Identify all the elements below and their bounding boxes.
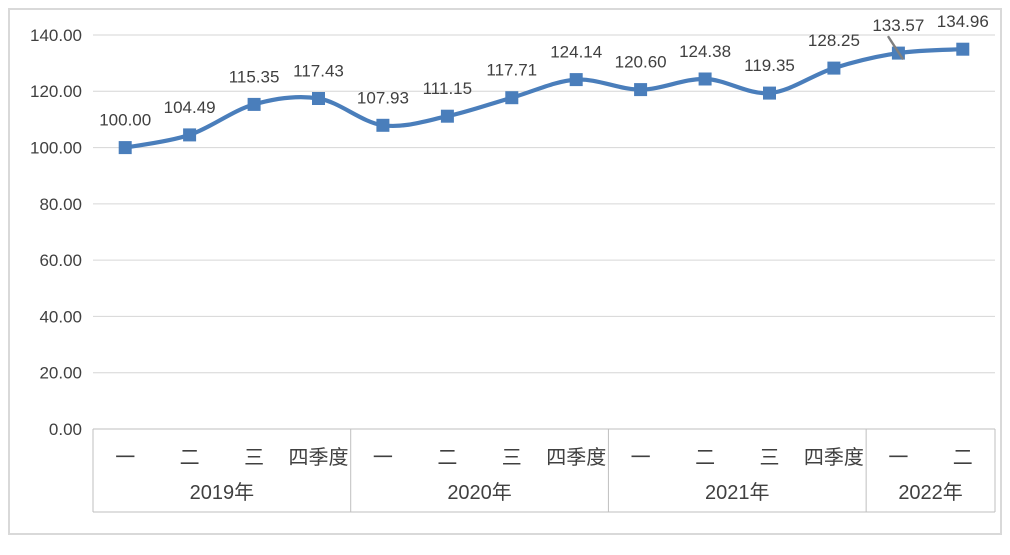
quarter-tick-label: 三 (760, 447, 780, 469)
data-point-label: 119.35 (744, 56, 795, 75)
data-point-marker (440, 109, 454, 123)
data-point-label: 100.00 (99, 111, 151, 130)
data-point-label: 133.57 (872, 16, 924, 35)
y-tick-label: 100.00 (30, 139, 82, 158)
data-point-marker (118, 141, 132, 155)
y-tick-label: 120.00 (30, 82, 82, 101)
y-tick-label: 40.00 (39, 307, 82, 326)
data-point-label: 120.60 (615, 53, 667, 72)
y-tick-label: 60.00 (39, 251, 82, 270)
chart-frame (8, 8, 1002, 535)
quarter-tick-label: 一 (631, 447, 651, 469)
data-point-label: 124.38 (679, 42, 731, 61)
y-tick-label: 80.00 (39, 195, 82, 214)
quarter-tick-label: 一 (115, 447, 135, 469)
data-point-marker (247, 97, 261, 111)
y-tick-label: 20.00 (39, 364, 82, 383)
quarter-tick-label: 四季度 (546, 446, 606, 469)
data-point-marker (505, 91, 519, 105)
year-tick-label: 2022年 (898, 481, 963, 504)
data-point-label: 124.14 (550, 43, 602, 62)
quarter-tick-label: 一 (373, 447, 393, 469)
data-point-marker (698, 72, 712, 86)
quarter-tick-label: 二 (180, 447, 200, 469)
quarter-tick-label: 二 (695, 447, 715, 469)
data-point-label: 128.25 (808, 31, 860, 50)
data-point-marker (376, 118, 390, 132)
quarter-tick-label: 三 (244, 447, 264, 469)
quarter-tick-label: 四季度 (804, 446, 864, 469)
quarter-tick-label: 二 (953, 447, 973, 469)
quarter-tick-label: 三 (502, 447, 522, 469)
quarter-tick-label: 二 (437, 447, 457, 469)
mouse-cursor (887, 35, 904, 60)
data-point-label: 117.43 (293, 62, 344, 81)
year-tick-label: 2019年 (190, 481, 255, 504)
data-point-marker (634, 83, 648, 97)
quarter-tick-label: 四季度 (289, 446, 349, 469)
data-point-marker (763, 86, 776, 100)
y-tick-label: 140.00 (30, 26, 82, 45)
data-point-label: 117.71 (486, 61, 537, 80)
data-point-marker (183, 128, 197, 142)
data-point-label: 107.93 (357, 88, 409, 107)
data-point-label: 134.96 (937, 12, 989, 31)
data-point-marker (312, 92, 325, 105)
y-tick-label: 0.00 (49, 420, 82, 439)
data-point-label: 104.49 (164, 98, 216, 117)
data-point-marker (827, 61, 841, 75)
data-point-label: 111.15 (423, 79, 472, 98)
year-tick-label: 2021年 (705, 481, 770, 504)
data-point-marker (569, 73, 583, 87)
data-point-marker (956, 42, 970, 56)
year-tick-label: 2020年 (447, 481, 512, 504)
data-point-label: 115.35 (229, 67, 280, 86)
quarter-tick-label: 一 (888, 447, 908, 469)
